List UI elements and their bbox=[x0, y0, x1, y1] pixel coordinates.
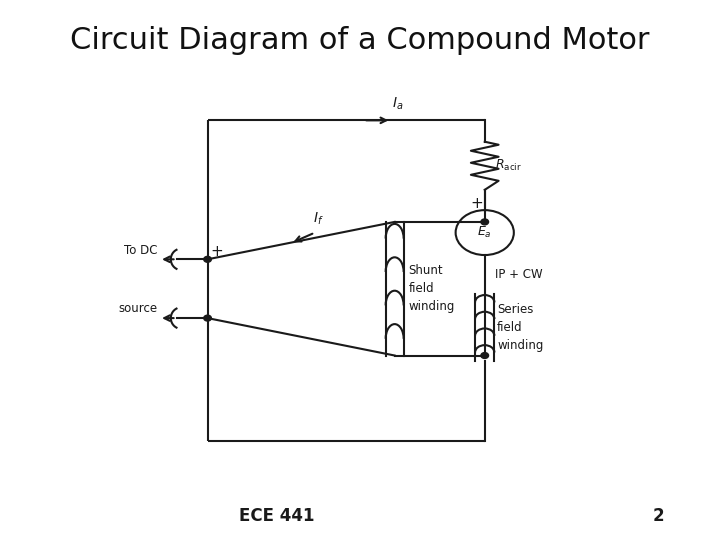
Text: ECE 441: ECE 441 bbox=[239, 507, 315, 525]
Text: +: + bbox=[210, 244, 223, 259]
Text: 2: 2 bbox=[652, 507, 664, 525]
Text: $I_f$: $I_f$ bbox=[313, 211, 324, 227]
Text: $E_a$: $E_a$ bbox=[477, 225, 492, 240]
Text: To DC: To DC bbox=[124, 244, 157, 256]
Text: Series
field
winding: Series field winding bbox=[498, 303, 544, 352]
Text: Circuit Diagram of a Compound Motor: Circuit Diagram of a Compound Motor bbox=[71, 26, 649, 55]
Circle shape bbox=[481, 353, 489, 359]
Circle shape bbox=[204, 256, 212, 262]
Text: +: + bbox=[470, 196, 483, 211]
Circle shape bbox=[204, 315, 212, 321]
Text: $I_a$: $I_a$ bbox=[392, 96, 404, 112]
Text: Shunt
field
winding: Shunt field winding bbox=[408, 264, 455, 313]
Circle shape bbox=[481, 219, 489, 225]
Text: source: source bbox=[118, 302, 157, 315]
Text: $R_{\mathrm{acir}}$: $R_{\mathrm{acir}}$ bbox=[495, 158, 522, 173]
Text: IP + CW: IP + CW bbox=[495, 268, 543, 281]
